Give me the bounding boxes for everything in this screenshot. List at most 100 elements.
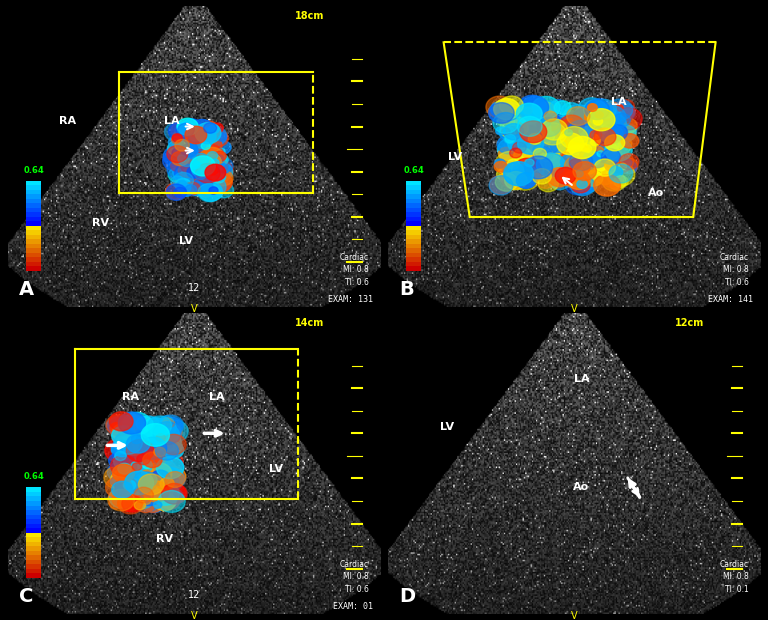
Circle shape [136, 442, 151, 454]
Circle shape [182, 159, 197, 171]
Circle shape [588, 119, 604, 131]
Circle shape [127, 501, 134, 508]
Circle shape [544, 111, 557, 122]
Text: B: B [399, 280, 414, 299]
Circle shape [197, 127, 217, 143]
Circle shape [204, 123, 217, 133]
Circle shape [136, 417, 153, 430]
Text: Cardiac
MI: 0.8
TI: 0.1: Cardiac MI: 0.8 TI: 0.1 [720, 560, 749, 594]
Circle shape [511, 139, 520, 146]
Circle shape [502, 106, 523, 123]
Circle shape [594, 126, 602, 133]
Circle shape [599, 121, 627, 143]
Circle shape [557, 161, 584, 184]
Circle shape [581, 174, 591, 182]
Circle shape [193, 187, 201, 193]
Circle shape [134, 449, 158, 468]
Circle shape [532, 96, 560, 119]
Circle shape [118, 448, 144, 468]
Circle shape [124, 480, 136, 490]
Circle shape [166, 420, 174, 427]
Circle shape [145, 472, 160, 484]
Circle shape [120, 451, 134, 463]
Circle shape [489, 175, 513, 194]
Circle shape [131, 435, 142, 444]
Circle shape [571, 175, 595, 195]
Circle shape [211, 159, 219, 166]
Circle shape [195, 123, 221, 144]
Circle shape [489, 175, 513, 195]
Bar [406, 267, 422, 271]
Circle shape [570, 122, 579, 130]
Circle shape [520, 121, 547, 143]
Circle shape [588, 104, 598, 112]
Circle shape [584, 100, 607, 119]
Text: LV: LV [269, 464, 283, 474]
Circle shape [577, 180, 588, 188]
Circle shape [109, 497, 124, 509]
Circle shape [119, 440, 137, 455]
Circle shape [580, 145, 607, 167]
Circle shape [151, 492, 161, 501]
Circle shape [564, 130, 572, 136]
Circle shape [190, 167, 203, 177]
Circle shape [114, 484, 137, 502]
Circle shape [556, 163, 570, 174]
Circle shape [129, 436, 150, 453]
Circle shape [184, 149, 202, 164]
Circle shape [570, 138, 591, 154]
Text: A: A [19, 280, 34, 299]
Circle shape [190, 172, 205, 184]
Circle shape [208, 162, 233, 182]
Circle shape [573, 162, 597, 180]
Circle shape [567, 171, 590, 190]
Circle shape [181, 162, 194, 172]
Circle shape [187, 135, 208, 151]
Circle shape [505, 111, 526, 128]
Circle shape [141, 427, 157, 440]
Circle shape [163, 441, 184, 458]
Circle shape [556, 119, 584, 141]
Circle shape [177, 180, 187, 188]
Bar [406, 230, 422, 235]
Circle shape [111, 444, 121, 451]
Circle shape [597, 106, 626, 129]
Circle shape [150, 451, 167, 464]
Circle shape [216, 133, 227, 141]
Circle shape [617, 118, 637, 133]
Circle shape [605, 128, 617, 139]
Circle shape [211, 154, 227, 166]
Circle shape [132, 456, 143, 465]
Circle shape [155, 457, 163, 463]
Circle shape [601, 149, 621, 164]
Circle shape [111, 455, 137, 477]
Circle shape [127, 464, 144, 478]
Circle shape [137, 498, 154, 513]
Circle shape [521, 96, 548, 118]
Circle shape [540, 118, 550, 127]
Circle shape [584, 158, 597, 169]
Circle shape [609, 167, 623, 177]
Circle shape [132, 430, 147, 442]
Circle shape [154, 489, 178, 508]
Circle shape [522, 142, 540, 156]
Circle shape [198, 146, 217, 162]
Circle shape [545, 113, 556, 122]
Circle shape [171, 136, 180, 143]
Circle shape [538, 175, 558, 192]
Circle shape [180, 184, 189, 191]
Circle shape [164, 458, 172, 465]
Circle shape [538, 149, 552, 161]
Circle shape [557, 133, 584, 155]
Circle shape [190, 156, 215, 176]
Circle shape [104, 466, 132, 489]
Circle shape [497, 169, 511, 180]
Circle shape [190, 171, 209, 187]
Circle shape [170, 176, 184, 187]
Circle shape [551, 140, 566, 153]
Circle shape [591, 151, 604, 162]
Circle shape [122, 435, 142, 451]
Bar [26, 528, 41, 533]
Circle shape [576, 159, 588, 169]
Circle shape [210, 162, 223, 172]
